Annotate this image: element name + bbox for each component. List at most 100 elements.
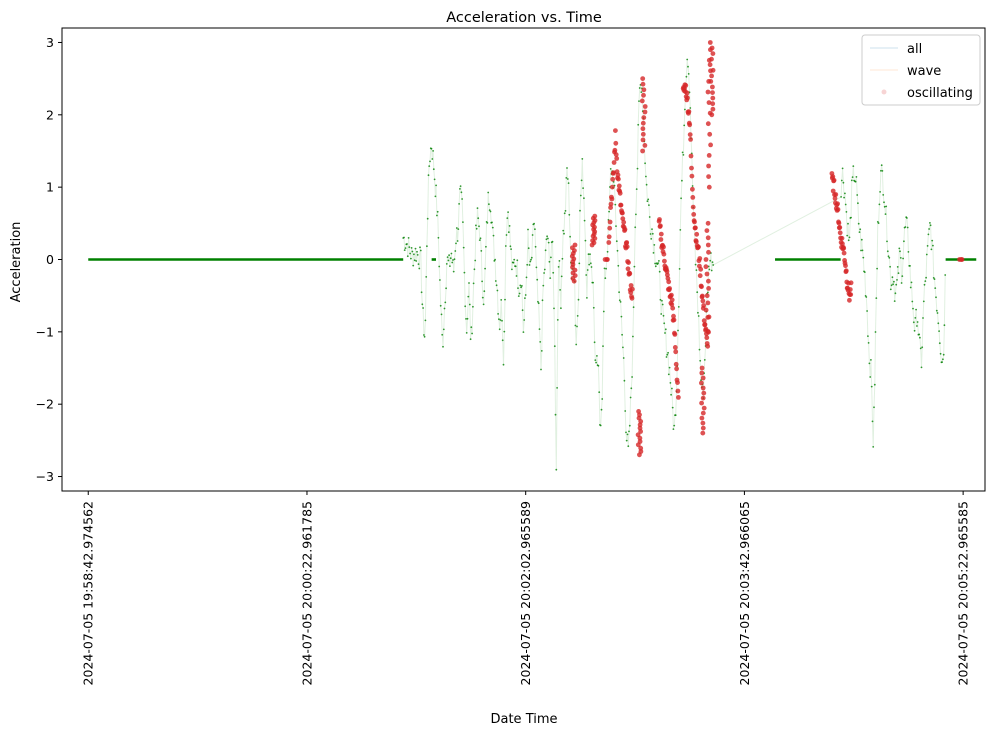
data-point — [852, 165, 855, 168]
data-point — [436, 210, 439, 213]
data-point — [873, 383, 876, 386]
data-point — [579, 209, 581, 212]
oscillating-point — [624, 244, 630, 250]
data-point — [545, 238, 548, 241]
oscillating-point — [667, 286, 672, 291]
data-point — [911, 300, 914, 303]
data-point — [887, 255, 890, 258]
oscillating-point — [610, 176, 616, 182]
oscillating-point — [847, 297, 852, 303]
data-point — [842, 181, 845, 184]
data-point — [408, 246, 411, 249]
oscillating-point — [625, 266, 631, 272]
oscillating-point — [640, 126, 646, 132]
oscillating-point — [836, 220, 842, 226]
data-point — [615, 240, 618, 243]
data-point — [686, 58, 689, 61]
data-point — [644, 162, 646, 165]
oscillating-point — [705, 343, 711, 349]
data-point — [533, 222, 535, 225]
oscillating-point — [640, 131, 646, 137]
data-point — [483, 290, 486, 293]
data-point — [576, 325, 578, 328]
data-point — [646, 200, 649, 203]
data-point — [708, 268, 711, 271]
data-point — [491, 221, 493, 224]
data-point — [913, 329, 916, 332]
data-point — [517, 287, 519, 289]
oscillating-point — [701, 405, 707, 411]
data-point — [698, 348, 701, 351]
data-point — [623, 379, 626, 382]
data-point — [540, 350, 543, 352]
data-point — [669, 382, 672, 384]
oscillating-point — [700, 395, 706, 401]
data-point — [462, 221, 464, 224]
oscillating-point — [843, 263, 848, 269]
oscillating-point — [685, 95, 690, 101]
oscillating-point — [636, 409, 641, 414]
oscillating-point — [706, 184, 712, 190]
data-point — [462, 246, 465, 249]
data-point — [915, 308, 917, 311]
oscillating-point — [641, 92, 646, 98]
data-point — [589, 253, 591, 256]
y-tick-label: 3 — [46, 35, 54, 50]
data-point — [590, 266, 593, 268]
oscillating-point — [606, 240, 612, 245]
data-point — [603, 267, 606, 270]
data-point — [712, 264, 715, 266]
data-point — [870, 385, 873, 388]
oscillating-point — [702, 322, 708, 327]
data-point — [943, 324, 946, 327]
data-point — [456, 240, 459, 242]
data-point — [528, 264, 531, 266]
data-point — [592, 281, 594, 284]
data-point — [922, 317, 924, 319]
oscillating-point — [700, 430, 706, 436]
data-point — [417, 263, 420, 265]
data-point — [592, 306, 595, 309]
data-point — [446, 256, 449, 258]
data-point — [616, 249, 619, 252]
data-point — [587, 253, 590, 256]
oscillating-point — [628, 283, 634, 288]
data-point — [584, 239, 587, 242]
data-point — [844, 192, 846, 195]
data-point — [521, 285, 523, 287]
data-point — [582, 187, 584, 190]
data-point — [544, 249, 547, 252]
data-point — [874, 331, 877, 333]
data-point — [941, 361, 943, 363]
oscillating-point — [703, 257, 709, 262]
data-point — [576, 315, 579, 317]
data-point — [548, 260, 551, 263]
data-point — [470, 326, 473, 329]
data-point — [710, 269, 713, 272]
oscillating-point — [665, 272, 670, 278]
data-point — [651, 228, 653, 231]
data-point — [632, 306, 635, 309]
data-point — [410, 257, 412, 260]
oscillating-point — [688, 137, 693, 142]
oscillating-point — [848, 280, 854, 286]
data-point — [635, 188, 638, 191]
data-point — [889, 265, 891, 268]
data-point — [507, 211, 509, 214]
data-point — [636, 167, 639, 170]
data-point — [652, 252, 655, 254]
oscillating-point — [683, 83, 689, 88]
data-point — [889, 288, 892, 291]
data-point — [430, 147, 433, 150]
oscillating-point — [694, 231, 700, 237]
data-point — [526, 263, 529, 266]
oscillating-point — [835, 207, 841, 212]
data-point — [458, 203, 460, 205]
data-point — [439, 279, 441, 281]
data-point — [529, 260, 532, 263]
data-point — [937, 322, 940, 325]
data-point — [627, 445, 630, 448]
data-point — [534, 228, 536, 231]
oscillating-point — [687, 132, 693, 138]
data-point — [558, 260, 561, 262]
